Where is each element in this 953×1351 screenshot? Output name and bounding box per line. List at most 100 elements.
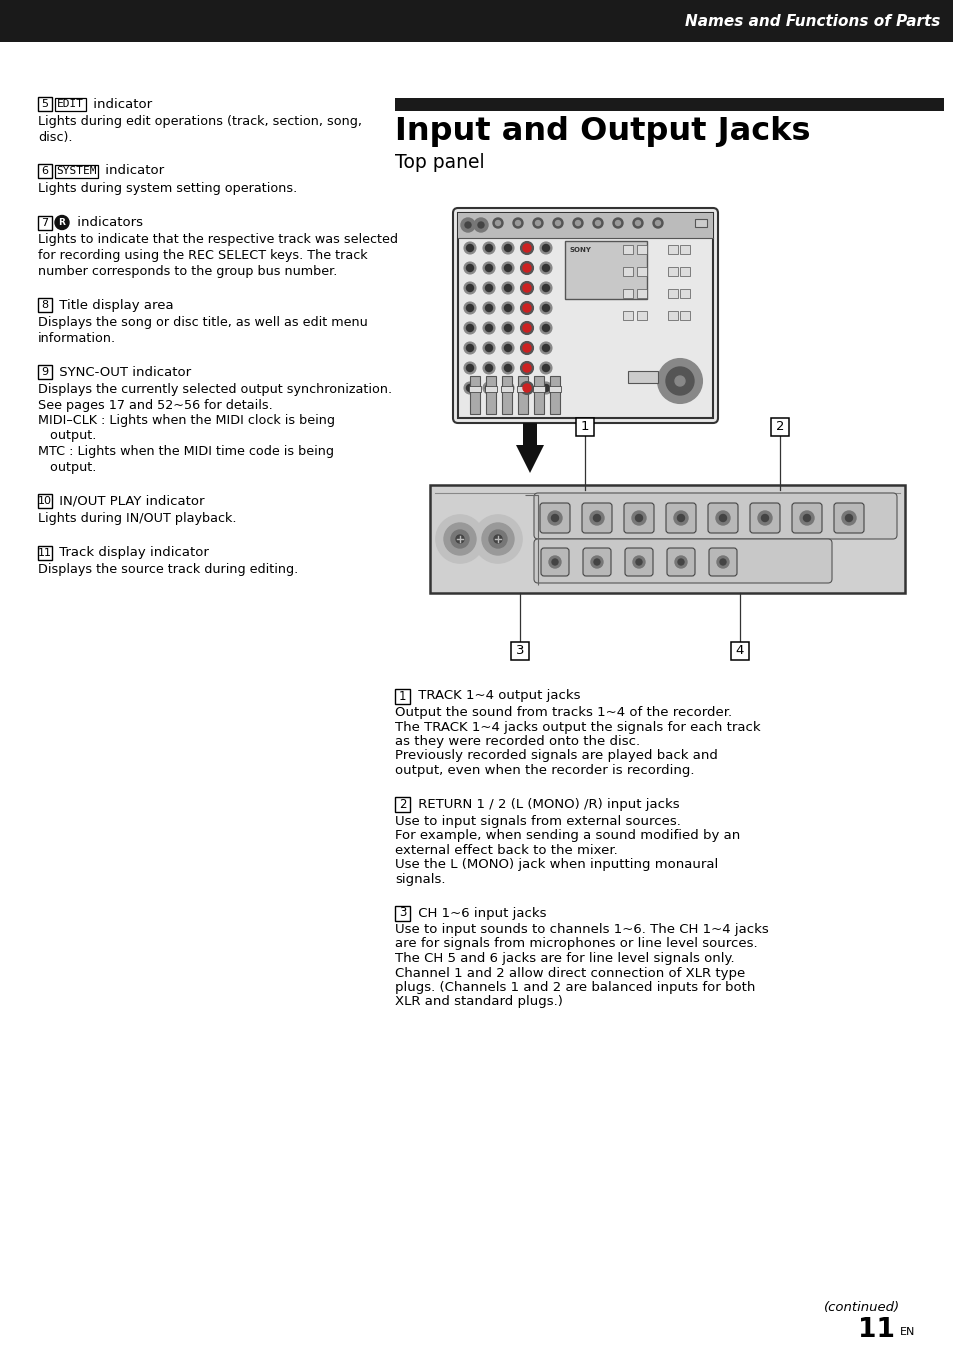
Bar (38, 494, 52, 508)
Circle shape (677, 515, 684, 521)
Circle shape (463, 342, 476, 354)
Circle shape (717, 557, 728, 567)
Bar (627, 372, 658, 382)
Bar (576, 417, 594, 436)
Circle shape (523, 365, 530, 372)
Bar (511, 642, 529, 661)
Text: 3: 3 (516, 644, 524, 658)
Circle shape (542, 285, 549, 292)
Circle shape (466, 324, 473, 331)
Circle shape (501, 282, 514, 295)
Circle shape (542, 385, 549, 392)
Bar (485, 376, 496, 413)
Circle shape (477, 222, 483, 228)
Bar (501, 376, 512, 413)
Text: for recording using the REC SELECT keys. The track: for recording using the REC SELECT keys.… (38, 249, 367, 262)
Circle shape (542, 265, 549, 272)
Bar (622, 311, 633, 320)
Circle shape (589, 511, 603, 526)
Circle shape (593, 515, 599, 521)
Circle shape (520, 342, 533, 354)
FancyBboxPatch shape (534, 493, 896, 539)
Circle shape (522, 384, 531, 392)
Circle shape (665, 367, 693, 394)
Text: Lights during IN/OUT playback.: Lights during IN/OUT playback. (38, 512, 236, 526)
Bar (564, 240, 646, 299)
Circle shape (482, 262, 495, 274)
FancyBboxPatch shape (665, 503, 696, 534)
Text: external effect back to the mixer.: external effect back to the mixer. (395, 843, 618, 857)
Circle shape (463, 303, 476, 313)
Circle shape (463, 262, 476, 274)
Bar (430, 485, 904, 593)
Circle shape (463, 362, 476, 374)
Bar (637, 289, 646, 299)
Bar (517, 376, 527, 413)
Circle shape (520, 282, 533, 295)
Circle shape (590, 557, 602, 567)
Text: Title display area: Title display area (55, 299, 173, 312)
Circle shape (501, 262, 514, 274)
Circle shape (522, 324, 531, 332)
Text: CH 1~6 input jacks: CH 1~6 input jacks (414, 907, 546, 920)
Circle shape (495, 220, 500, 226)
Text: The CH 5 and 6 jacks are for line level signals only.: The CH 5 and 6 jacks are for line level … (395, 952, 734, 965)
Bar (679, 245, 689, 254)
Circle shape (501, 303, 514, 313)
Circle shape (493, 218, 502, 228)
Bar (533, 386, 544, 392)
Circle shape (501, 382, 514, 394)
Circle shape (542, 365, 549, 372)
Text: Output the sound from tracks 1~4 of the recorder.: Output the sound from tracks 1~4 of the … (395, 707, 731, 719)
Circle shape (489, 530, 506, 549)
Circle shape (466, 345, 473, 351)
Bar (38, 299, 52, 312)
Circle shape (485, 365, 492, 372)
Text: MIDI–CLK : Lights when the MIDI clock is being: MIDI–CLK : Lights when the MIDI clock is… (38, 413, 335, 427)
Circle shape (542, 324, 549, 331)
Text: output.: output. (38, 461, 96, 473)
Bar (679, 267, 689, 276)
Text: 8: 8 (41, 300, 49, 309)
Bar (517, 386, 529, 392)
Bar (395, 689, 410, 704)
Text: Displays the currently selected output synchronization.: Displays the currently selected output s… (38, 382, 392, 396)
Circle shape (539, 322, 552, 334)
Circle shape (655, 220, 659, 226)
Circle shape (520, 362, 533, 374)
Text: Use to input sounds to channels 1~6. The CH 1~4 jacks: Use to input sounds to channels 1~6. The… (395, 923, 768, 936)
Circle shape (515, 220, 520, 226)
Text: EDIT: EDIT (57, 99, 84, 109)
Circle shape (463, 242, 476, 254)
Text: Names and Functions of Parts: Names and Functions of Parts (684, 14, 939, 28)
Circle shape (658, 359, 701, 403)
Text: are for signals from microphones or line level sources.: are for signals from microphones or line… (395, 938, 757, 951)
FancyBboxPatch shape (453, 208, 718, 423)
Bar (550, 376, 559, 413)
FancyBboxPatch shape (540, 549, 568, 576)
Circle shape (595, 220, 599, 226)
Circle shape (466, 265, 473, 272)
Text: Top panel: Top panel (395, 153, 484, 172)
Circle shape (485, 385, 492, 392)
Text: The TRACK 1~4 jacks output the signals for each track: The TRACK 1~4 jacks output the signals f… (395, 720, 760, 734)
Text: 1: 1 (398, 689, 406, 703)
Bar (500, 386, 513, 392)
Circle shape (539, 303, 552, 313)
Text: 7: 7 (41, 218, 49, 227)
Circle shape (613, 218, 622, 228)
Circle shape (844, 515, 852, 521)
Circle shape (504, 385, 511, 392)
Circle shape (504, 265, 511, 272)
Circle shape (482, 382, 495, 394)
Circle shape (636, 559, 641, 565)
Circle shape (520, 242, 533, 254)
Circle shape (520, 342, 533, 354)
Bar (457, 213, 712, 417)
Text: Displays the source track during editing.: Displays the source track during editing… (38, 563, 298, 577)
Circle shape (504, 345, 511, 351)
Circle shape (485, 285, 492, 292)
Circle shape (552, 559, 558, 565)
Text: number corresponds to the group bus number.: number corresponds to the group bus numb… (38, 265, 337, 277)
Circle shape (520, 322, 533, 335)
